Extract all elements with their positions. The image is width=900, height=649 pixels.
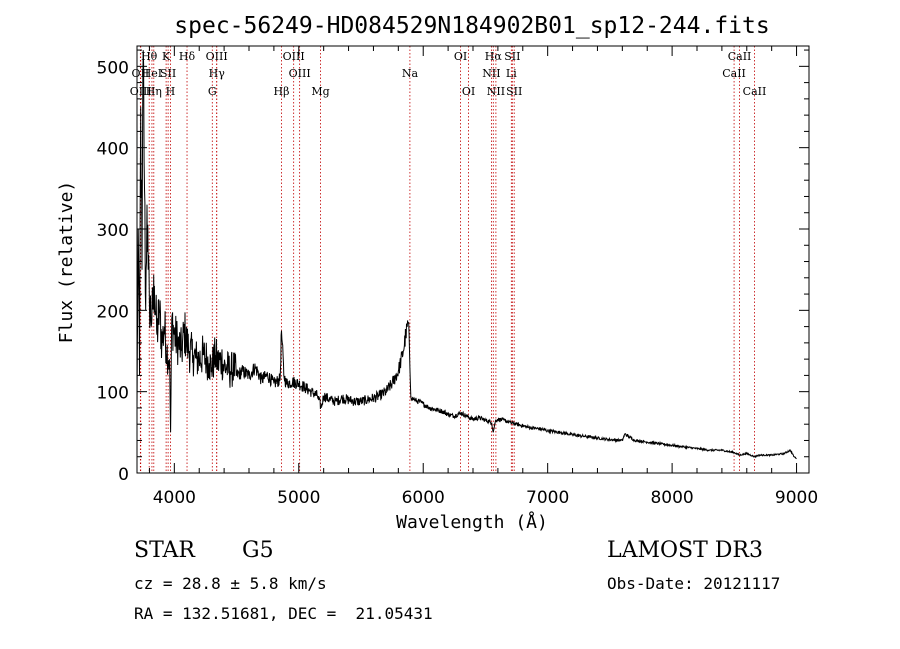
y-tick-label-2: 200 — [97, 302, 129, 322]
line-label-13: OIII — [283, 50, 305, 63]
line-label-27: CaII — [743, 85, 767, 98]
object-class: STAR — [134, 538, 195, 563]
line-label-21: NII — [482, 67, 500, 80]
line-label-17: OI — [454, 50, 467, 63]
line-label-6: SII — [160, 67, 176, 80]
line-label-16: Na — [402, 67, 419, 80]
survey-name: LAMOST DR3 — [607, 538, 763, 563]
line-label-26: CaII — [728, 50, 752, 63]
observation-date: Obs-Date: 20121117 — [607, 574, 781, 593]
line-label-3: HeI — [142, 67, 162, 80]
coordinates: RA = 132.51681, DEC = 21.05431 — [134, 604, 433, 623]
line-label-2: Hθ — [141, 50, 158, 63]
y-tick-label-1: 100 — [97, 384, 129, 404]
object-subclass: G5 — [242, 538, 274, 563]
chart-title: spec-56249-HD084529N184902B01_sp12-244.f… — [174, 13, 769, 39]
x-tick-label-2: 6000 — [402, 488, 445, 508]
line-label-4: Hη — [146, 85, 162, 98]
y-axis-label: Flux (relative) — [56, 181, 77, 344]
spectrum-line — [136, 50, 797, 460]
line-label-7: H — [166, 85, 176, 98]
spectral-line-markers — [139, 46, 755, 473]
x-axis-ticks: 4000 5000 6000 7000 8000 9000 — [148, 46, 818, 508]
x-tick-label-5: 9000 — [775, 488, 818, 508]
line-label-24: SII — [506, 85, 522, 98]
line-label-15: Mg — [311, 85, 329, 98]
line-label-8: Hδ — [179, 50, 196, 63]
line-label-19: Hα — [485, 50, 503, 63]
redshift-cz: cz = 28.8 ± 5.8 km/s — [134, 574, 327, 593]
y-tick-label-0: 0 — [118, 465, 129, 485]
line-label-18: OI — [462, 85, 475, 98]
line-label-23: NII — [487, 85, 505, 98]
line-label-10: Hγ — [209, 67, 226, 80]
plot-frame — [136, 45, 810, 474]
line-label-22: Li — [506, 67, 517, 80]
line-label-11: G — [208, 85, 217, 98]
line-label-14: OIII — [289, 67, 311, 80]
line-label-0: OII — [132, 67, 150, 80]
y-tick-label-3: 300 — [97, 221, 129, 241]
line-label-9: OIII — [206, 50, 228, 63]
y-tick-label-4: 400 — [97, 140, 129, 160]
line-label-25: CaII — [722, 67, 746, 80]
line-label-1: OIII — [130, 85, 152, 98]
line-label-12: Hβ — [274, 85, 290, 98]
x-tick-label-3: 7000 — [526, 488, 569, 508]
line-label-20: SII — [504, 50, 520, 63]
y-tick-label-5: 500 — [97, 58, 129, 78]
line-label-5: K — [162, 50, 171, 63]
x-tick-label-0: 4000 — [153, 488, 196, 508]
x-tick-label-4: 8000 — [650, 488, 693, 508]
x-axis-label: Wavelength (Å) — [396, 511, 548, 533]
y-axis-ticks: 0 100 200 300 400 500 — [97, 49, 809, 485]
x-tick-label-1: 5000 — [277, 488, 320, 508]
